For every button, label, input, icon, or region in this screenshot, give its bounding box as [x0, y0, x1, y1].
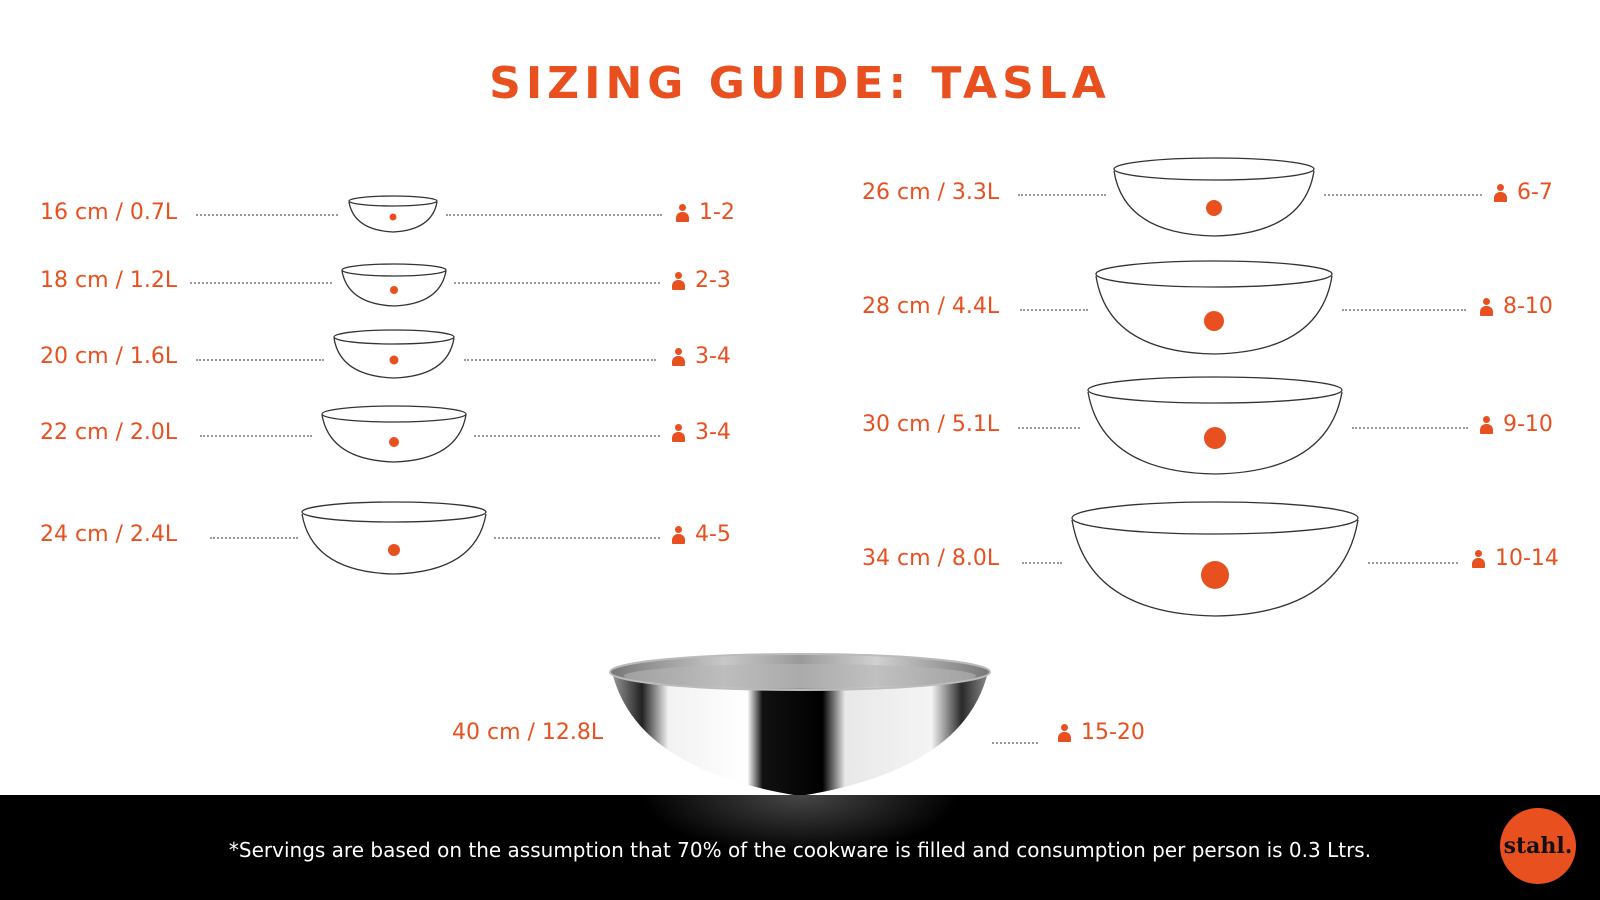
- bowl-26cm-icon: [1113, 157, 1315, 237]
- person-icon: [672, 347, 685, 366]
- size-label: 28 cm / 4.4L: [862, 294, 1000, 319]
- bowl-24cm-icon: [301, 501, 487, 575]
- leader-dots: [1342, 309, 1466, 311]
- bowl-30cm-icon: [1087, 376, 1343, 475]
- reflection: [640, 795, 960, 855]
- leader-dots: [1352, 427, 1468, 429]
- leader-dots: [992, 742, 1038, 744]
- page-title: SIZING GUIDE: TASLA: [489, 58, 1111, 109]
- person-icon: [1472, 549, 1485, 568]
- servings: 8-10: [1480, 294, 1553, 319]
- bowl-18cm-icon: [341, 263, 447, 307]
- leader-dots: [464, 359, 656, 361]
- person-icon: [672, 271, 685, 290]
- leader-dots: [1020, 309, 1088, 311]
- steel-tasla-image: [609, 653, 991, 796]
- person-icon: [672, 423, 685, 442]
- bowl-34cm-icon: [1071, 501, 1359, 617]
- servings: 1-2: [676, 200, 735, 225]
- leader-dots: [1368, 562, 1458, 564]
- person-icon: [1480, 297, 1493, 316]
- servings: 9-10: [1480, 412, 1553, 437]
- person-icon: [1480, 415, 1493, 434]
- leader-dots: [474, 435, 660, 437]
- bowl-20cm-icon: [333, 329, 455, 379]
- servings: 10-14: [1472, 546, 1559, 571]
- leader-dots: [196, 359, 324, 361]
- leader-dots: [210, 537, 298, 539]
- servings: 2-3: [672, 268, 731, 293]
- leader-dots: [190, 282, 332, 284]
- size-label: 34 cm / 8.0L: [862, 546, 1000, 571]
- bowl-28cm-icon: [1095, 260, 1333, 355]
- size-label: 40 cm / 12.8L: [452, 720, 604, 745]
- size-label: 30 cm / 5.1L: [862, 412, 1000, 437]
- leader-dots: [446, 214, 662, 216]
- size-label: 16 cm / 0.7L: [40, 200, 178, 225]
- servings: 3-4: [672, 344, 731, 369]
- servings: 15-20: [1058, 720, 1145, 745]
- servings: 6-7: [1494, 180, 1553, 205]
- person-icon: [1494, 183, 1507, 202]
- servings: 4-5: [672, 522, 731, 547]
- size-label: 24 cm / 2.4L: [40, 522, 178, 547]
- bowl-16cm-icon: [348, 195, 438, 233]
- bowl-22cm-icon: [321, 405, 467, 463]
- person-icon: [672, 525, 685, 544]
- size-label: 18 cm / 1.2L: [40, 268, 178, 293]
- footer-bar: [0, 795, 1600, 900]
- person-icon: [676, 203, 689, 222]
- leader-dots: [196, 214, 338, 216]
- person-icon: [1058, 723, 1071, 742]
- leader-dots: [1022, 562, 1062, 564]
- servings-footnote: *Servings are based on the assumption th…: [228, 838, 1372, 862]
- leader-dots: [200, 435, 312, 437]
- leader-dots: [1018, 427, 1080, 429]
- leader-dots: [494, 537, 660, 539]
- leader-dots: [1018, 194, 1106, 196]
- size-label: 22 cm / 2.0L: [40, 420, 178, 445]
- size-label: 20 cm / 1.6L: [40, 344, 178, 369]
- leader-dots: [1324, 194, 1482, 196]
- stahl-logo: stahl.: [1500, 808, 1576, 884]
- leader-dots: [454, 282, 660, 284]
- servings: 3-4: [672, 420, 731, 445]
- size-label: 26 cm / 3.3L: [862, 180, 1000, 205]
